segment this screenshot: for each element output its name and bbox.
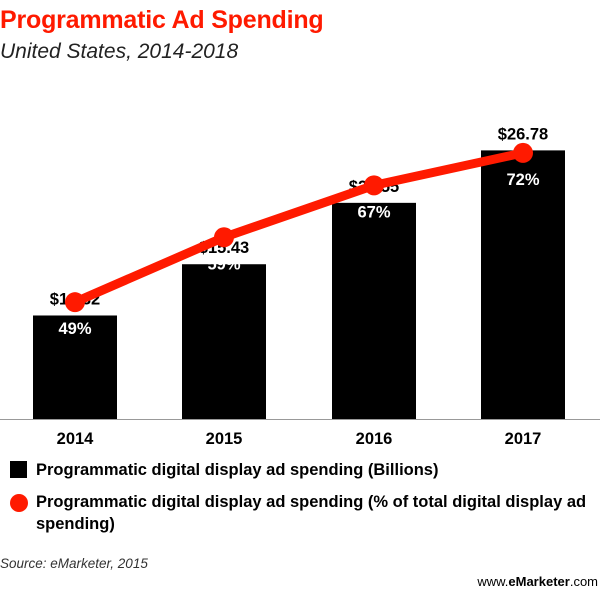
line-value-label: 59%: [207, 255, 240, 273]
source-note: Source: eMarketer, 2015: [0, 556, 148, 571]
series-line: [70, 148, 528, 307]
legend-label: Programmatic digital display ad spending…: [36, 461, 439, 479]
line-value-label: 49%: [58, 320, 91, 338]
line-value-label: 67%: [357, 203, 390, 221]
brand-suffix: .com: [569, 574, 598, 589]
legend-swatch-line: [10, 494, 28, 512]
chart-subtitle: United States, 2014-2018: [0, 40, 239, 63]
bar-value-label: $26.78: [498, 125, 548, 143]
chart-plot: $10.32$15.43$21.55$26.782014201520162017…: [0, 125, 600, 448]
line-point: [513, 142, 533, 163]
legend-label: Programmatic digital display ad spending…: [36, 493, 587, 533]
legend-swatch-bar: [10, 461, 27, 478]
line-point: [214, 227, 234, 248]
brand-name: eMarketer: [508, 574, 570, 589]
brand-url: www.eMarketer.com: [477, 574, 598, 589]
bar: [332, 202, 416, 419]
x-tick-label: 2015: [206, 430, 243, 448]
x-tick-label: 2014: [57, 430, 95, 448]
x-tick-label: 2017: [505, 430, 542, 448]
brand-prefix: www.: [477, 574, 509, 589]
line-point: [364, 175, 384, 196]
x-tick-label: 2016: [356, 430, 393, 448]
bar: [481, 150, 565, 419]
line-value-label: 72%: [506, 171, 539, 189]
bar: [33, 315, 117, 419]
line-point: [65, 292, 85, 313]
chart-title: Programmatic Ad Spending: [0, 6, 324, 34]
bar: [182, 264, 266, 419]
